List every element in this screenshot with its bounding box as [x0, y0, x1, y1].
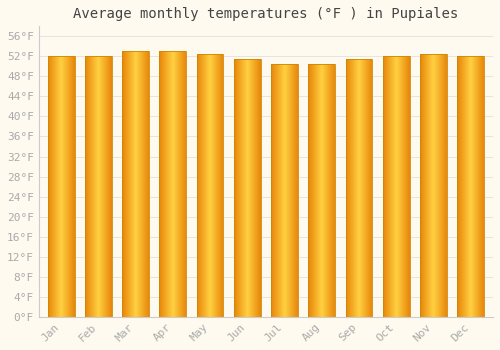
Bar — [85, 56, 112, 317]
Bar — [196, 54, 224, 317]
Bar — [122, 51, 149, 317]
Bar — [420, 54, 447, 317]
Bar — [346, 59, 372, 317]
Title: Average monthly temperatures (°F ) in Pupiales: Average monthly temperatures (°F ) in Pu… — [74, 7, 458, 21]
Bar — [383, 56, 409, 317]
Bar — [48, 56, 74, 317]
Bar — [271, 64, 298, 317]
Bar — [458, 56, 484, 317]
Bar — [308, 64, 335, 317]
Bar — [160, 51, 186, 317]
Bar — [234, 59, 260, 317]
